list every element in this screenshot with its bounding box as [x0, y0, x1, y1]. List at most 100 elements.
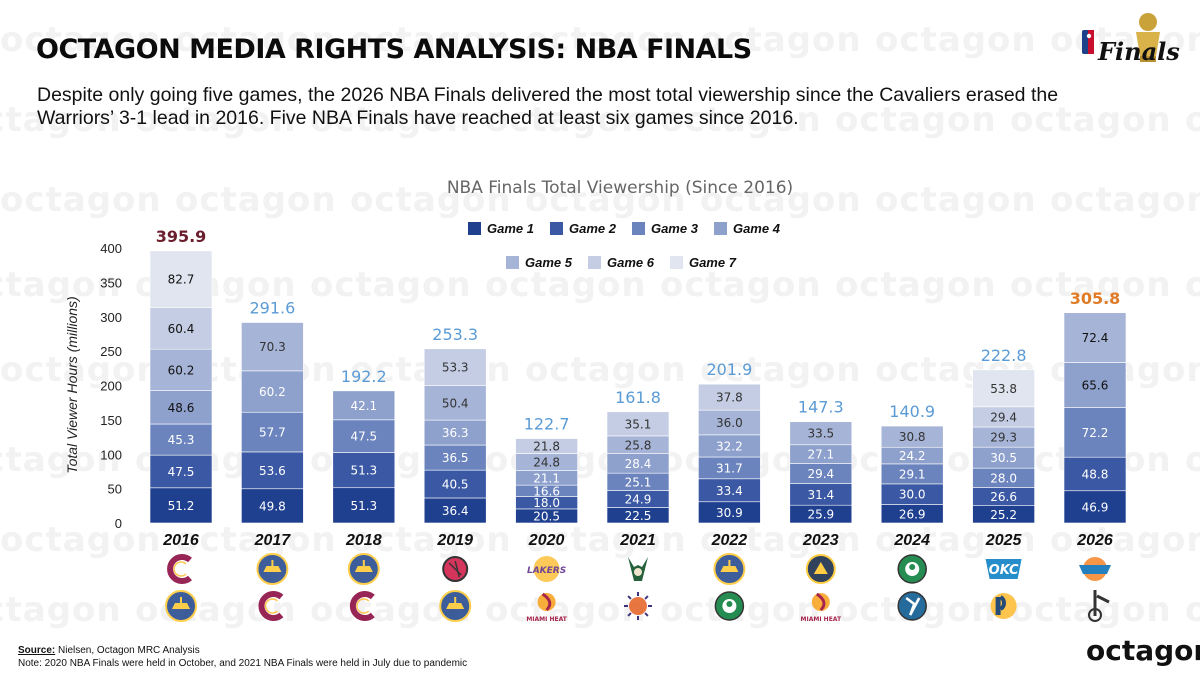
segment-value-label: 29.4: [807, 467, 834, 481]
y-tick-label: 50: [108, 482, 122, 497]
legend-item-game-4: Game 4: [713, 221, 780, 236]
x-category-label: 2016: [162, 532, 199, 549]
bar-segment: [241, 451, 304, 490]
footnote: Note: 2020 NBA Finals were held in Octob…: [18, 658, 468, 669]
segment-value-label: 60.2: [168, 363, 195, 377]
segment-value-label: 49.8: [259, 499, 286, 513]
y-tick-label: 300: [100, 310, 122, 325]
segment-value-label: 65.6: [1082, 379, 1109, 393]
segment-value-label: 36.0: [716, 416, 743, 430]
y-tick-label: 250: [100, 344, 122, 359]
svg-text:MIAMI HEAT: MIAMI HEAT: [526, 616, 567, 623]
bar-segment: [515, 438, 578, 454]
segment-value-label: 28.4: [625, 457, 652, 471]
segment-value-label: 25.8: [625, 438, 652, 452]
segment-value-label: 53.3: [442, 361, 469, 375]
bar-segment: [423, 444, 487, 471]
y-axis-title: Total Viewer Hours (millions): [64, 296, 80, 473]
legend-swatch: [549, 222, 563, 235]
segment-value-label: 72.2: [1082, 426, 1109, 440]
segment-value-label: 21.8: [533, 440, 560, 454]
segment-value-label: 51.3: [350, 499, 377, 513]
suns-logo-icon: [624, 592, 652, 620]
larry-obrien-trophy-icon: [1136, 13, 1160, 62]
segment-value-label: 37.8: [716, 391, 743, 405]
raptors-logo-icon: [442, 556, 469, 582]
segment-value-label: 50.4: [442, 396, 469, 410]
octagon-brand-logo: octagon: [1086, 634, 1200, 667]
legend-item-game-5: Game 5: [506, 255, 572, 270]
legend-label: Game 3: [650, 221, 698, 236]
warriors-logo-icon: [165, 590, 197, 622]
legend-item-game-2: Game 2: [549, 221, 616, 236]
segment-value-label: 82.7: [168, 273, 195, 287]
chart-title: NBA Finals Total Viewership (Since 2016): [446, 178, 794, 198]
heat-logo-icon: MIAMI HEAT: [526, 592, 568, 623]
segment-value-label: 36.4: [442, 504, 469, 518]
legend-swatch: [631, 222, 645, 235]
x-category-label: 2026: [1076, 532, 1113, 549]
legend-label: Game 5: [525, 255, 572, 270]
y-tick-label: 100: [100, 447, 122, 462]
spurs-logo-icon: [1088, 590, 1110, 622]
segment-value-label: 53.8: [990, 382, 1017, 396]
segment-value-label: 25.2: [990, 508, 1017, 522]
segment-value-label: 33.4: [716, 484, 743, 498]
segment-value-label: 60.2: [259, 385, 286, 399]
segment-value-label: 46.9: [1082, 500, 1109, 514]
legend-item-game-6: Game 6: [587, 255, 654, 270]
warriors-logo-icon: [256, 553, 289, 585]
segment-value-label: 51.2: [168, 499, 195, 513]
segment-value-label: 29.4: [990, 410, 1017, 424]
bar-segment: [423, 348, 487, 386]
cavaliers-logo-icon: [349, 591, 375, 621]
x-category-label: 2025: [985, 532, 1023, 549]
bar-segment: [149, 250, 213, 308]
legend-swatch: [506, 256, 519, 269]
bar-segment: [1063, 407, 1127, 458]
y-tick-label: 0: [115, 516, 122, 531]
bar-segment: [423, 497, 487, 524]
x-category-label: 2018: [345, 532, 382, 549]
total-value-label: 161.8: [615, 388, 661, 407]
y-tick-label: 150: [100, 413, 122, 428]
bar-segment: [241, 370, 304, 413]
bar-segment: [149, 487, 213, 524]
bar-segment: [423, 419, 487, 446]
bar-segment: [423, 469, 487, 499]
segment-value-label: 70.3: [259, 340, 286, 354]
segment-value-label: 60.4: [168, 322, 195, 336]
segment-value-label: 21.1: [533, 471, 560, 485]
bar-segment: [880, 425, 944, 448]
legend-label: Game 1: [487, 221, 534, 236]
segment-value-label: 31.4: [807, 488, 834, 502]
bar-segment: [241, 488, 304, 524]
x-category-label: 2019: [436, 532, 473, 549]
total-value-label: 305.8: [1070, 289, 1121, 308]
nba-logo-icon: [1082, 30, 1094, 54]
legend-item-game-1: Game 1: [468, 221, 534, 236]
segment-value-label: 36.5: [442, 451, 469, 465]
total-value-label: 222.8: [981, 346, 1027, 365]
source-label: Source:: [18, 645, 56, 656]
segment-value-label: 47.5: [168, 465, 195, 479]
bar-segment: [698, 383, 761, 411]
bar-segment: [241, 322, 304, 372]
bar-segment: [149, 348, 213, 391]
x-category-label: 2024: [893, 532, 930, 549]
total-value-label: 147.3: [798, 398, 844, 417]
pacers-logo-icon: [990, 593, 1017, 619]
segment-value-label: 29.3: [990, 431, 1017, 445]
x-category-label: 2017: [254, 532, 292, 549]
x-category-label: 2020: [528, 532, 565, 549]
warriors-logo-icon: [347, 553, 380, 585]
finals-logo-text: Finals: [1097, 37, 1180, 66]
segment-value-label: 33.5: [807, 427, 834, 441]
bar-segment: [332, 390, 396, 421]
legend-row-1: Game 1 Game 2 Game 3 Game 4: [468, 221, 780, 236]
segment-value-label: 24.2: [899, 449, 926, 463]
segment-value-label: 30.5: [990, 451, 1017, 465]
page-title: OCTAGON MEDIA RIGHTS ANALYSIS: NBA FINAL…: [36, 34, 752, 65]
heat-logo-icon: MIAMI HEAT: [801, 592, 842, 623]
